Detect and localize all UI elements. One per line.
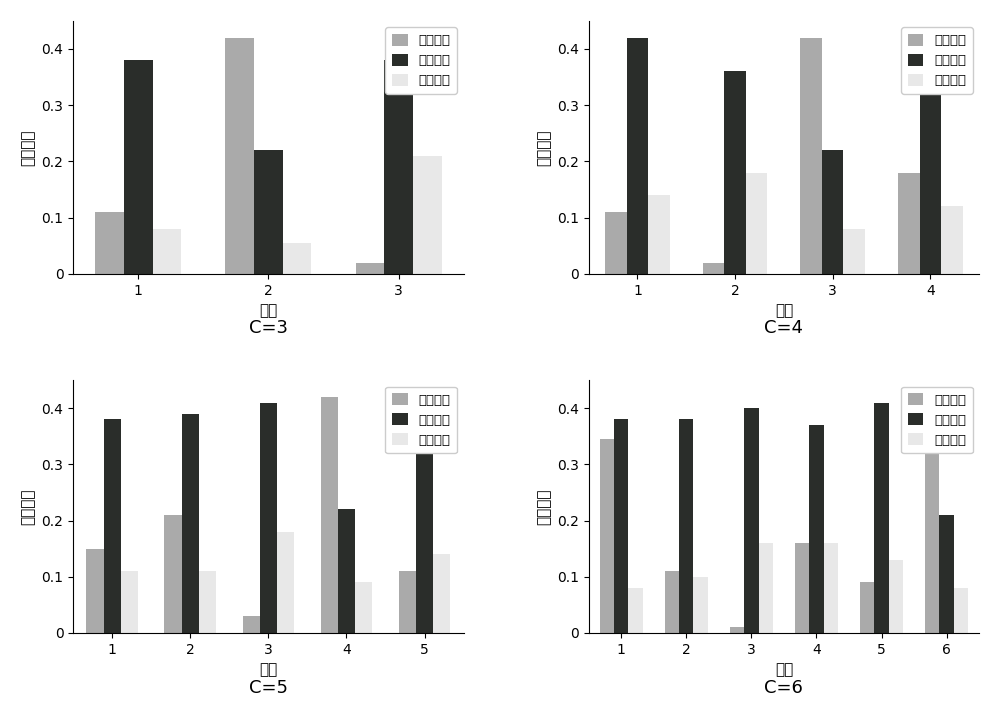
Bar bbox=[605, 212, 627, 274]
Bar bbox=[822, 150, 843, 274]
Bar bbox=[356, 262, 384, 274]
Text: C=6: C=6 bbox=[764, 678, 803, 696]
Bar bbox=[399, 571, 416, 633]
Bar bbox=[153, 229, 181, 274]
X-axis label: 类别: 类别 bbox=[775, 663, 793, 678]
Text: C=4: C=4 bbox=[764, 319, 803, 337]
Bar bbox=[925, 389, 939, 633]
Legend: 急速比例, 匀速比例, 减速比例: 急速比例, 匀速比例, 减速比例 bbox=[385, 27, 457, 94]
Bar bbox=[124, 60, 153, 274]
Bar bbox=[338, 509, 355, 633]
Bar bbox=[614, 419, 628, 633]
Bar bbox=[121, 571, 138, 633]
Bar bbox=[384, 60, 413, 274]
Y-axis label: 时间比例: 时间比例 bbox=[21, 129, 36, 166]
X-axis label: 类别: 类别 bbox=[259, 663, 278, 678]
Bar bbox=[693, 576, 708, 633]
Bar bbox=[665, 571, 679, 633]
X-axis label: 类别: 类别 bbox=[259, 303, 278, 318]
Bar bbox=[843, 229, 865, 274]
Bar bbox=[628, 588, 643, 633]
Bar bbox=[874, 402, 889, 633]
Text: C=3: C=3 bbox=[249, 319, 288, 337]
Bar bbox=[746, 173, 767, 274]
Bar bbox=[941, 206, 963, 274]
Bar bbox=[86, 549, 104, 633]
Bar bbox=[254, 150, 283, 274]
Bar bbox=[898, 173, 920, 274]
Bar bbox=[860, 582, 874, 633]
Bar bbox=[321, 397, 338, 633]
Bar bbox=[648, 195, 670, 274]
Bar bbox=[413, 156, 442, 274]
Bar bbox=[744, 408, 759, 633]
Bar bbox=[355, 582, 372, 633]
Bar bbox=[800, 38, 822, 274]
Bar bbox=[759, 543, 773, 633]
Bar bbox=[679, 419, 693, 633]
Bar bbox=[954, 588, 968, 633]
Bar bbox=[724, 72, 746, 274]
Bar bbox=[703, 262, 724, 274]
Bar bbox=[243, 616, 260, 633]
Legend: 急速比例, 匀速比例, 减速比例: 急速比例, 匀速比例, 减速比例 bbox=[901, 386, 973, 453]
Bar bbox=[277, 532, 294, 633]
Bar bbox=[199, 571, 216, 633]
Bar bbox=[889, 560, 903, 633]
Bar bbox=[164, 515, 182, 633]
Bar bbox=[95, 212, 124, 274]
Bar bbox=[416, 414, 433, 633]
Bar bbox=[283, 243, 311, 274]
Bar bbox=[433, 554, 450, 633]
Y-axis label: 时间比例: 时间比例 bbox=[536, 488, 551, 525]
X-axis label: 类别: 类别 bbox=[775, 303, 793, 318]
Bar bbox=[730, 627, 744, 633]
Y-axis label: 时间比例: 时间比例 bbox=[21, 488, 36, 525]
Bar bbox=[809, 425, 824, 633]
Bar bbox=[795, 543, 809, 633]
Y-axis label: 时间比例: 时间比例 bbox=[536, 129, 551, 166]
Bar bbox=[225, 38, 254, 274]
Legend: 急速比例, 匀速比例, 减速比例: 急速比例, 匀速比例, 减速比例 bbox=[901, 27, 973, 94]
Bar bbox=[600, 439, 614, 633]
Legend: 急速比例, 匀速比例, 减速比例: 急速比例, 匀速比例, 减速比例 bbox=[385, 386, 457, 453]
Bar bbox=[260, 402, 277, 633]
Bar bbox=[182, 414, 199, 633]
Text: C=5: C=5 bbox=[249, 678, 288, 696]
Bar bbox=[627, 38, 648, 274]
Bar bbox=[824, 543, 838, 633]
Bar bbox=[920, 94, 941, 274]
Bar bbox=[104, 419, 121, 633]
Bar bbox=[939, 515, 954, 633]
